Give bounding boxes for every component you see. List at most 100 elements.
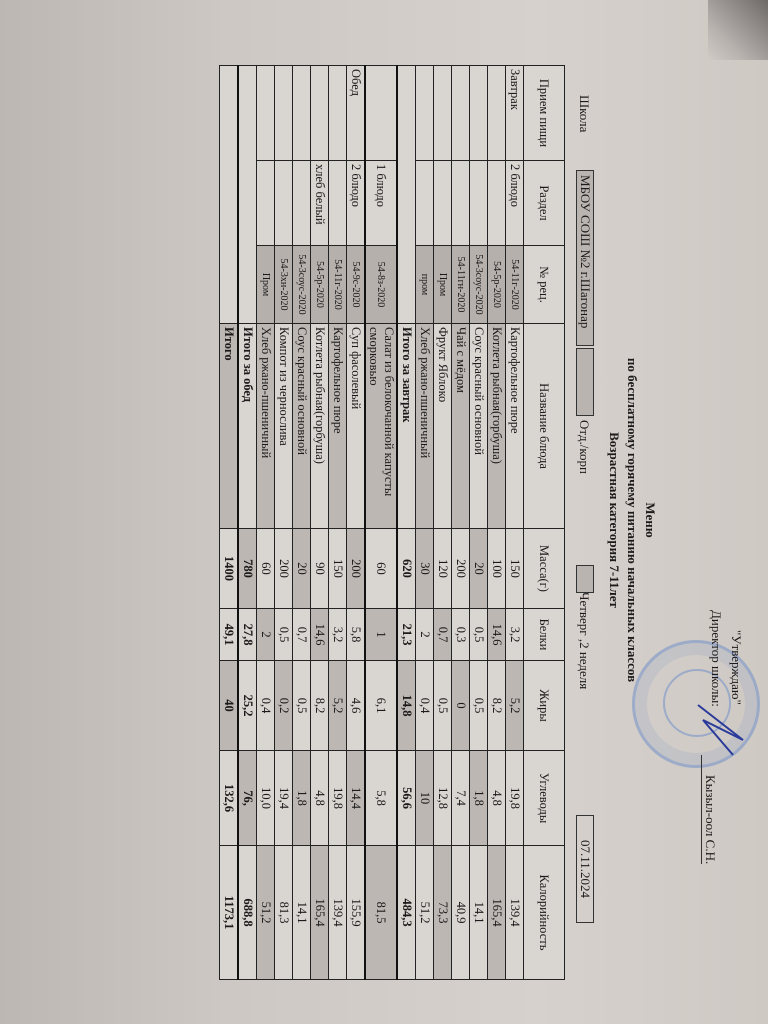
- cell-name: Фрукт Яблоко: [433, 323, 452, 529]
- column-header-kcal: Калорийность: [523, 845, 565, 980]
- cell-fat: 8,2: [310, 660, 329, 751]
- cell-protein: 3,2: [505, 608, 524, 661]
- cell-mass: 20: [292, 528, 311, 609]
- cell-fat: 5,2: [328, 660, 347, 751]
- cell-protein: 0,5: [274, 608, 293, 661]
- cell-fat: 0,5: [433, 660, 452, 751]
- cell-carbs: 19,8: [328, 750, 347, 846]
- cell-section: [328, 160, 347, 246]
- cell-fat: 5,2: [505, 660, 524, 751]
- cell-mass: 200: [451, 528, 470, 609]
- cell-carbs: 5,8: [365, 750, 397, 846]
- cell-protein: 0,5: [469, 608, 488, 661]
- cell-kcal: 51,2: [415, 845, 434, 980]
- cell-section: [256, 160, 275, 246]
- cell-carbs: 19,4: [274, 750, 293, 846]
- cell-carbs: 10: [415, 750, 434, 846]
- cell-meal: [256, 65, 275, 161]
- cell-recipe: 54-3соус-2020: [292, 245, 311, 324]
- cell-kcal: 155,9: [346, 845, 365, 980]
- school-name: МБОУ СОШ №2 г.Шагонар: [576, 170, 594, 346]
- table-row: 1 блюдо 54-8з-2020 Салат из белокочанной к…: [365, 65, 397, 980]
- cell-name: Картофельное пюре: [328, 323, 347, 529]
- cell-section: [487, 160, 506, 246]
- cell-kcal: 81,3: [274, 845, 293, 980]
- cell-protein: 5,8: [346, 608, 365, 661]
- cell-fat: 0,4: [256, 660, 275, 751]
- cell-protein: 3,2: [328, 608, 347, 661]
- cell-section: [292, 160, 311, 246]
- cell-recipe: 54-5р-2020: [310, 245, 329, 324]
- cell-recipe: 54-3соус-2020: [469, 245, 488, 324]
- cell-section: [415, 160, 434, 246]
- table-row: 54-11г-2020 Картофельное пюре 150 3,2 5,2 19,…: [328, 65, 347, 980]
- photo-corner: [708, 0, 768, 60]
- column-header-protein: Белки: [523, 608, 565, 661]
- cell-meal: [487, 65, 506, 161]
- cell-recipe: Пром: [256, 245, 275, 324]
- cell-protein: 14,6: [310, 608, 329, 661]
- cell-carbs: 10,0: [256, 750, 275, 846]
- table-row: Пром Хлеб ржано-пшеничный 60 2 0,4 10,0 51,2: [256, 65, 275, 980]
- cell-protein: 0,7: [292, 608, 311, 661]
- cell-carbs: 76,: [238, 750, 257, 846]
- cell-mass: 30: [415, 528, 434, 609]
- cell-kcal: 139,4: [505, 845, 524, 980]
- cell-fat: 0,5: [469, 660, 488, 751]
- cell-protein: 0,7: [433, 608, 452, 661]
- cell-section: [274, 160, 293, 246]
- table-row: 54-3соус-2020 Соус красный основной 20 0,5 0…: [469, 65, 488, 980]
- cell-mass: 780: [238, 528, 257, 609]
- cell-carbs: 7,4: [451, 750, 470, 846]
- cell-kcal: 165,4: [487, 845, 506, 980]
- dept-label: Отд./корп: [577, 420, 592, 474]
- cell-name: Соус красный основной: [292, 323, 311, 529]
- table-row: Обед 2 блюдо 54-9с-2020 Суп фасолевый 200 5,8…: [346, 65, 365, 980]
- cell-protein: 27,8: [238, 608, 257, 661]
- total-row: Итого 1400 49,1 40 132,6 1173,1: [219, 65, 238, 980]
- cell-carbs: 4,8: [487, 750, 506, 846]
- cell-kcal: 73,3: [433, 845, 452, 980]
- column-header-carbs: Углеводы: [523, 750, 565, 846]
- cell-mass: 620: [397, 528, 416, 609]
- menu-document: "Утверждаю" Директор школы: Кызыл-оол С.…: [0, 10, 768, 1010]
- day-box: [576, 565, 594, 593]
- cell-recipe: 54-11г-2020: [328, 245, 347, 324]
- cell-protein: 2: [256, 608, 275, 661]
- cell-carbs: 56,6: [397, 750, 416, 846]
- cell-protein: 21,3: [397, 608, 416, 661]
- cell-mass: 200: [346, 528, 365, 609]
- age-category: Возрастная категория 7-11лет: [607, 432, 622, 608]
- cell-mass: 120: [433, 528, 452, 609]
- menu-table: Прием пищи Раздел № рец. Название блюда Масс…: [219, 65, 565, 980]
- cell-name: Соус красный основной: [469, 323, 488, 529]
- cell-mass: 200: [274, 528, 293, 609]
- table-row: 54-5р-2020 Котлета рыбная(горбуша) 100 14,6…: [487, 65, 506, 980]
- cell-fat: 6,1: [365, 660, 397, 751]
- cell-fat: 0,4: [415, 660, 434, 751]
- cell-meal: [433, 65, 452, 161]
- cell-section: [469, 160, 488, 246]
- cell-carbs: 19,8: [505, 750, 524, 846]
- table-row: Пром Фрукт Яблоко 120 0,7 0,5 12,8 73,3: [433, 65, 452, 980]
- cell-meal: [274, 65, 293, 161]
- cell-fat: 14,8: [397, 660, 416, 751]
- cell-name: Чай с мёдом: [451, 323, 470, 529]
- cell-meal: [469, 65, 488, 161]
- cell-carbs: 14,4: [346, 750, 365, 846]
- cell-empty: [238, 65, 257, 324]
- cell-carbs: 132,6: [219, 750, 238, 846]
- column-header-fat: Жиры: [523, 660, 565, 751]
- director-name: Кызыл-оол С.Н.: [701, 755, 718, 865]
- cell-protein: 0,3: [451, 608, 470, 661]
- cell-protein: 49,1: [219, 608, 238, 661]
- column-header-meal: Прием пищи: [523, 65, 565, 161]
- approved-label: "Утверждаю": [729, 630, 744, 705]
- cell-kcal: 81,5: [365, 845, 397, 980]
- cell-mass: 20: [469, 528, 488, 609]
- cell-name: Суп фасолевый: [346, 323, 365, 529]
- table-row: 54-11гн-2020 Чай с мёдом 200 0,3 0 7,4 40,9: [451, 65, 470, 980]
- cell-fat: 0,5: [292, 660, 311, 751]
- cell-meal: [451, 65, 470, 161]
- table-row: хлеб белый 54-5р-2020 Котлета рыбная(горбу…: [310, 65, 329, 980]
